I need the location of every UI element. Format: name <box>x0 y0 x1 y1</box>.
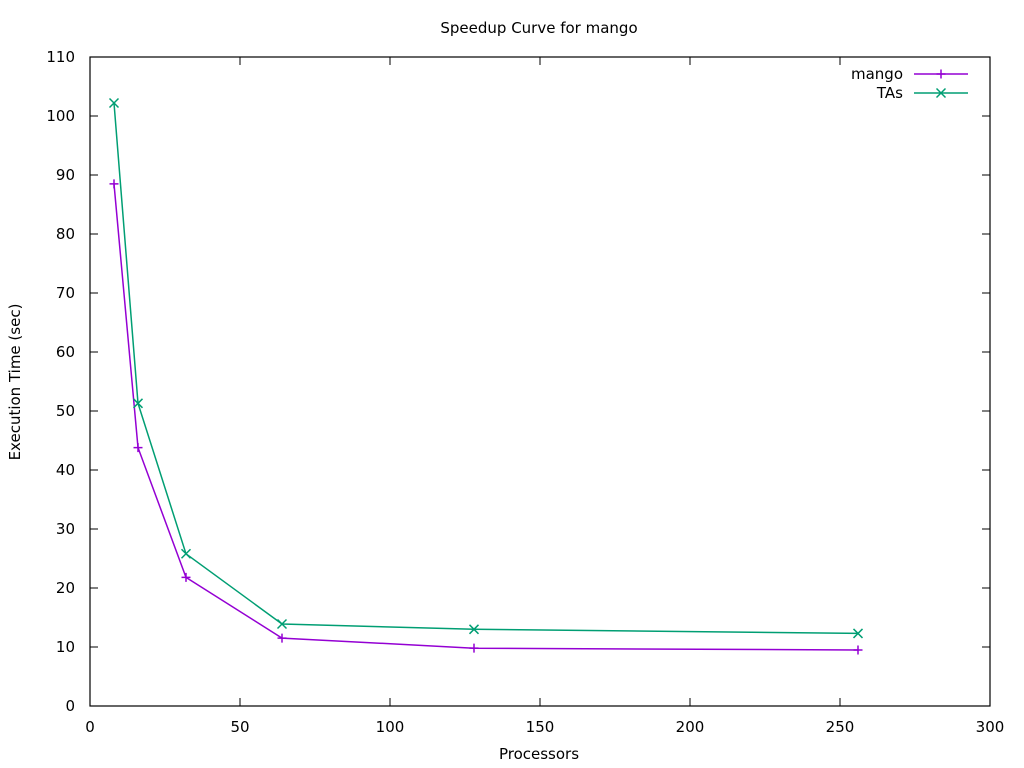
y-tick-label: 40 <box>56 461 75 479</box>
legend-item: TAs <box>876 84 968 102</box>
data-point <box>469 643 479 653</box>
legend-marker <box>935 87 947 99</box>
x-tick-label: 200 <box>676 718 705 736</box>
y-tick-label: 10 <box>56 638 75 656</box>
series-line <box>113 102 859 635</box>
x-tick-label: 300 <box>976 718 1005 736</box>
data-point <box>468 624 480 635</box>
x-tick-label: 100 <box>376 718 405 736</box>
tick-labels: 0 50 100 150 200 250 300 0 10 20 30 40 50 60 70 80 90 100… <box>46 48 1004 736</box>
data-point <box>132 398 144 409</box>
data-point <box>277 633 287 643</box>
data-point <box>109 179 119 189</box>
y-tick-label: 50 <box>56 402 75 420</box>
y-axis-label: Execution Time (sec) <box>6 304 24 461</box>
y-tick-label: 110 <box>46 48 75 66</box>
data-point <box>180 548 192 559</box>
x-tick-label: 50 <box>230 718 249 736</box>
legend-label: mango <box>851 65 903 83</box>
y-tick-label: 60 <box>56 343 75 361</box>
y-tick-label: 100 <box>46 107 75 125</box>
y-tick-label: 20 <box>56 579 75 597</box>
x-tick-label: 150 <box>526 718 555 736</box>
x-tick-label: 250 <box>826 718 855 736</box>
series-mango <box>109 179 863 655</box>
x-axis-label: Processors <box>499 745 579 763</box>
y-tick-label: 0 <box>65 697 75 715</box>
legend-item: mango <box>851 65 968 83</box>
data-point <box>108 97 120 109</box>
series-tas <box>108 97 864 639</box>
y-tick-label: 80 <box>56 225 75 243</box>
data-point <box>133 443 143 453</box>
data-point <box>852 628 864 639</box>
chart-title: Speedup Curve for mango <box>440 19 637 37</box>
data-point <box>276 618 288 630</box>
y-tick-label: 70 <box>56 284 75 302</box>
x-tick-label: 0 <box>85 718 95 736</box>
legend-label: TAs <box>876 84 903 102</box>
series-layer <box>108 97 864 655</box>
y-tick-label: 30 <box>56 520 75 538</box>
plot-frame <box>89 56 991 707</box>
legend-marker <box>936 69 946 79</box>
axis-ticks <box>89 56 991 707</box>
series-line <box>113 183 859 651</box>
data-point <box>853 645 863 655</box>
y-tick-label: 90 <box>56 166 75 184</box>
data-point <box>181 572 191 582</box>
